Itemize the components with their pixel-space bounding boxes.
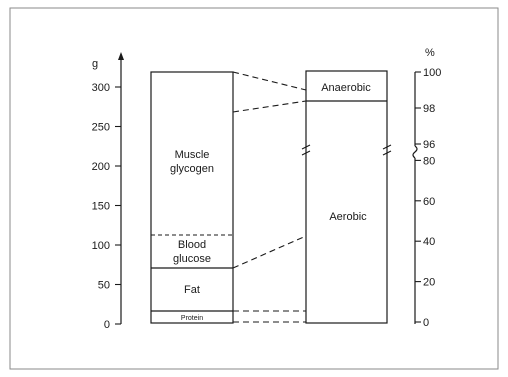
figure-frame (9, 7, 499, 370)
right-tick-label: 80 (423, 155, 435, 167)
segment-label-glycogen: glycogen (170, 163, 214, 175)
segment-label-fat: Fat (184, 284, 200, 296)
segment-label-protein: Protein (181, 315, 203, 322)
bar-break-left (301, 144, 311, 156)
sources-bar-outline (150, 71, 234, 324)
left-tick-label: 0 (104, 319, 110, 331)
segment-label-glucose: glucose (173, 253, 211, 265)
right-tick-label: 96 (423, 139, 435, 151)
segment-label-aerobic: Aerobic (329, 211, 367, 223)
right-tick-label: 0 (423, 317, 429, 329)
sources-bar: Muscle glycogen Blood glucose Fat Protei… (150, 71, 234, 324)
segment-label-blood: Blood (178, 239, 206, 251)
bar-break-right (382, 144, 392, 156)
connector-top (232, 71, 307, 91)
left-axis-ticks: 0 50 100 150 200 250 300 (92, 82, 121, 331)
left-axis-arrow (118, 52, 124, 60)
connector-glucose (232, 235, 307, 269)
right-axis-unit: % (425, 47, 435, 59)
left-axis-unit: g (92, 58, 98, 70)
right-tick-label: 20 (423, 277, 435, 289)
left-tick-label: 100 (92, 240, 110, 252)
connector-lines (232, 71, 307, 323)
metabolism-bar: Anaerobic Aerobic (301, 70, 392, 324)
left-tick-label: 150 (92, 201, 110, 213)
right-axis-break (412, 145, 418, 159)
metabolism-bar-outline (305, 70, 388, 324)
right-tick-label: 40 (423, 236, 435, 248)
left-tick-label: 50 (98, 280, 110, 292)
left-tick-label: 250 (92, 122, 110, 134)
connector-anaerobic (232, 100, 307, 113)
right-tick-label: 98 (423, 103, 435, 115)
segment-label-anaerobic: Anaerobic (321, 82, 371, 94)
segment-label-muscle: Muscle (175, 149, 210, 161)
left-tick-label: 300 (92, 82, 110, 94)
right-axis (412, 72, 418, 324)
right-axis-ticks: 0 20 40 60 80 96 98 100 (415, 67, 441, 329)
right-tick-label: 60 (423, 196, 435, 208)
right-tick-label: 100 (423, 67, 441, 79)
left-tick-label: 200 (92, 161, 110, 173)
left-axis (118, 52, 124, 324)
